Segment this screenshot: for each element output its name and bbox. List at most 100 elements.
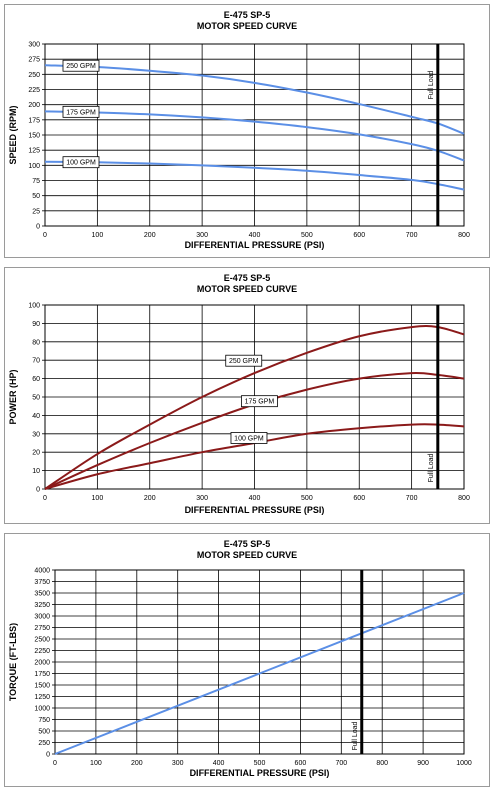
y-tick-label: 80: [32, 339, 40, 346]
chart-title: E-475 SP-5: [223, 539, 271, 549]
chart-subtitle: MOTOR SPEED CURVE: [196, 550, 298, 560]
chart-subtitle: MOTOR SPEED CURVE: [196, 21, 298, 31]
y-axis-label: POWER (HP): [8, 369, 18, 424]
x-tick-label: 100: [90, 760, 102, 767]
y-tick-label: 175: [28, 117, 40, 124]
x-tick-label: 1000: [456, 760, 472, 767]
x-tick-label: 500: [301, 495, 313, 502]
speed-chart-panel: E-475 SP-5 MOTOR SPEED CURVE 0 100 200 300 4…: [4, 4, 490, 258]
y-tick-label: 750: [38, 717, 50, 724]
x-tick-label: 600: [295, 760, 307, 767]
y-tick-label: 100: [28, 163, 40, 170]
x-tick-label: 700: [335, 760, 347, 767]
x-tick-label: 200: [144, 495, 156, 502]
x-tick-label: 800: [458, 495, 470, 502]
y-tick-label: 1750: [34, 671, 50, 678]
y-axis-label: SPEED (RPM): [8, 105, 18, 164]
chart-title: E-475 SP-5: [223, 273, 271, 283]
power-chart-svg: 0 100 200 300 400 500 600 700 800 0 10 20 30 40 50 60 70…: [8, 303, 470, 516]
power-chart-panel: E-475 SP-5 MOTOR SPEED CURVE 0 100 200 300 4…: [4, 267, 490, 524]
series-label: 250 GPM: [229, 358, 259, 365]
chart-title: E-475 SP-5: [223, 10, 271, 20]
series-line: [44, 110, 465, 162]
series-line: [44, 325, 465, 490]
x-axis-label: DIFFERENTIAL PRESSURE (PSI): [185, 505, 325, 515]
y-tick-label: 225: [28, 87, 40, 94]
y-tick-label: 125: [28, 148, 40, 155]
y-tick-label: 50: [32, 193, 40, 200]
x-tick-label: 900: [417, 760, 429, 767]
x-tick-label: 300: [196, 495, 208, 502]
y-tick-label: 200: [28, 102, 40, 109]
y-tick-label: 0: [36, 224, 40, 231]
x-tick-label: 100: [92, 232, 104, 239]
y-tick-label: 2750: [34, 625, 50, 632]
y-tick-label: 75: [32, 178, 40, 185]
x-tick-label: 600: [353, 232, 365, 239]
series-label: 100 GPM: [234, 435, 264, 442]
x-tick-label: 600: [353, 495, 365, 502]
y-axis-label: TORQUE (FT-LBS): [8, 623, 18, 701]
series-line: [54, 592, 465, 755]
y-tick-label: 1250: [34, 694, 50, 701]
series-label: 250 GPM: [66, 63, 96, 70]
series-label-box: [241, 395, 278, 408]
y-tick-label: 40: [32, 413, 40, 420]
y-tick-label: 2250: [34, 648, 50, 655]
x-tick-label: 400: [249, 495, 261, 502]
y-tick-label: 25: [32, 208, 40, 215]
y-tick-label: 1000: [34, 706, 50, 713]
x-tick-label: 300: [196, 232, 208, 239]
y-tick-label: 0: [46, 752, 50, 759]
y-tick-label: 2000: [34, 660, 50, 667]
chart-subtitle: MOTOR SPEED CURVE: [196, 284, 298, 294]
x-tick-label: 0: [53, 760, 57, 767]
plot-frame: [44, 43, 465, 227]
x-tick-label: 0: [43, 232, 47, 239]
x-tick-label: 0: [43, 495, 47, 502]
series-label: 100 GPM: [66, 160, 96, 167]
y-tick-label: 60: [32, 376, 40, 383]
x-tick-label: 500: [254, 760, 266, 767]
x-axis-label: DIFFERENTIAL PRESSURE (PSI): [190, 768, 330, 778]
torque-chart-panel: E-475 SP-5 MOTOR SPEED CURVE 0 100 200 300 4…: [4, 533, 490, 787]
speed-chart-svg: 0 100 200 300 400 500 600 700 800 0 25 50 75 100 125 15…: [8, 42, 470, 251]
torque-chart-svg: 0 100 200 300 400 500 600 700 800 900 1000 0 250 500 7…: [8, 568, 472, 779]
x-tick-label: 800: [376, 760, 388, 767]
plot-frame: [54, 569, 465, 755]
y-tick-label: 100: [28, 303, 40, 310]
y-tick-label: 3250: [34, 602, 50, 609]
x-tick-label: 700: [406, 232, 418, 239]
x-tick-label: 200: [144, 232, 156, 239]
y-tick-label: 10: [32, 468, 40, 475]
x-tick-label: 200: [131, 760, 143, 767]
series-line: [44, 371, 465, 490]
series-label: 175 GPM: [66, 109, 96, 116]
y-tick-label: 70: [32, 358, 40, 365]
series-label: 175 GPM: [245, 399, 275, 406]
y-tick-label: 0: [36, 487, 40, 494]
full-load-label: Full Load: [428, 70, 435, 99]
y-tick-label: 150: [28, 133, 40, 140]
y-tick-label: 500: [38, 729, 50, 736]
y-tick-label: 3000: [34, 614, 50, 621]
series-label-box: [62, 156, 100, 169]
y-tick-label: 4000: [34, 568, 50, 575]
y-tick-label: 275: [28, 57, 40, 64]
series-line: [44, 160, 465, 191]
series-label-box: [230, 432, 268, 444]
series-label-box: [62, 59, 100, 72]
x-tick-label: 300: [172, 760, 184, 767]
y-tick-label: 50: [32, 395, 40, 402]
y-tick-label: 250: [38, 740, 50, 747]
series-line: [44, 423, 465, 490]
series-label-box: [62, 105, 100, 118]
plot-frame: [44, 304, 465, 490]
x-tick-label: 400: [213, 760, 225, 767]
y-tick-label: 3500: [34, 591, 50, 598]
x-tick-label: 700: [406, 495, 418, 502]
series-line: [44, 64, 465, 135]
y-tick-label: 20: [32, 450, 40, 457]
y-tick-label: 300: [28, 42, 40, 49]
x-tick-label: 400: [249, 232, 261, 239]
